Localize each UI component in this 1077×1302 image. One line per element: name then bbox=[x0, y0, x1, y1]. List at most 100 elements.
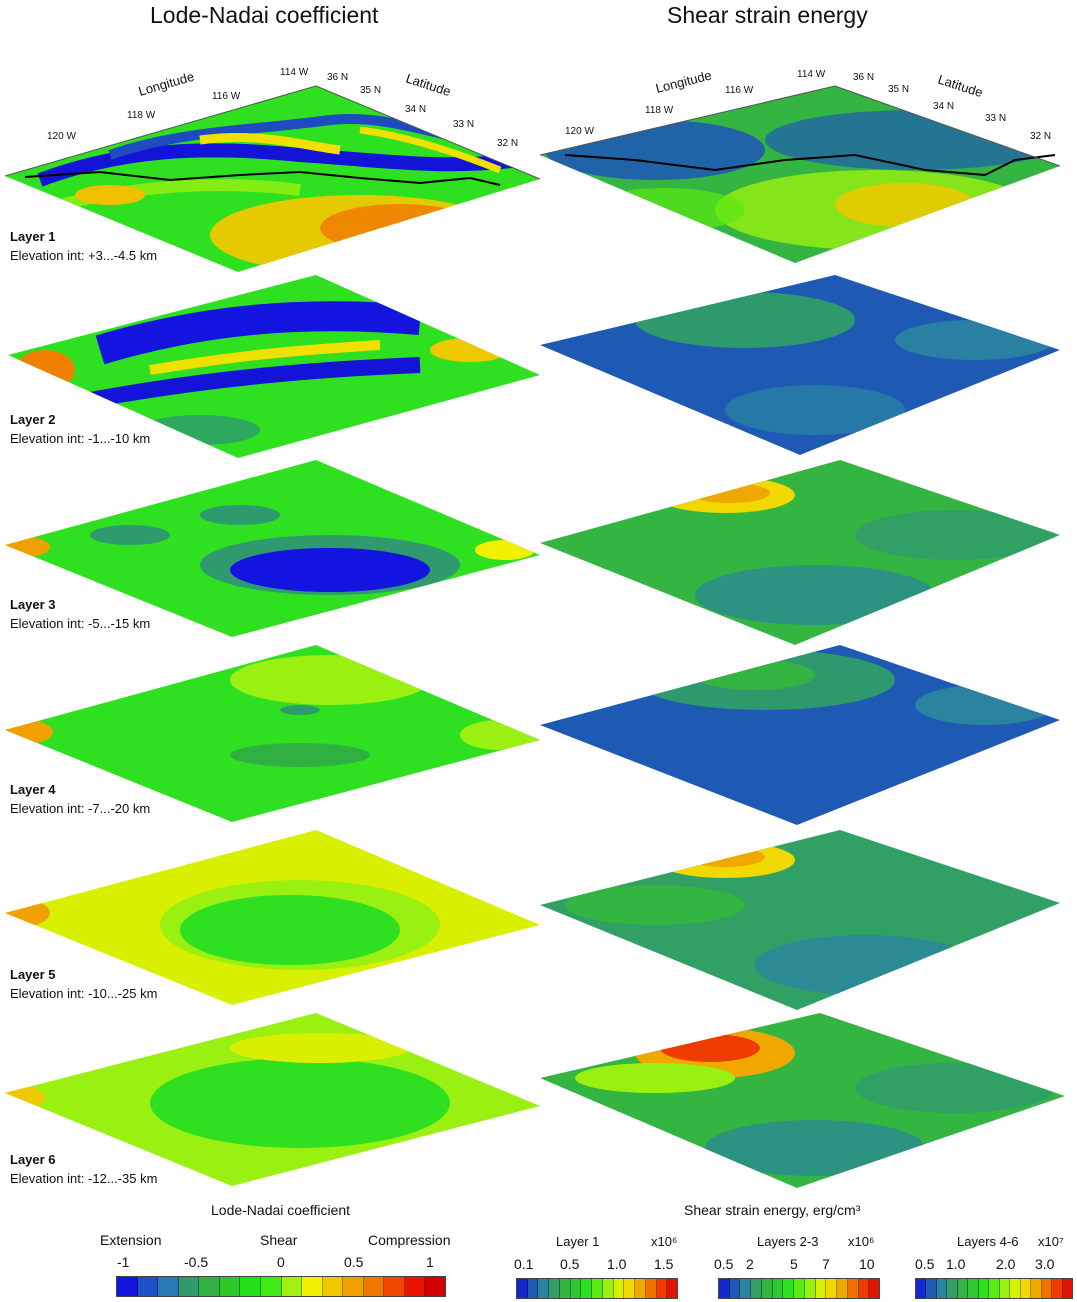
sse-scale-3-tick-3: 3.0 bbox=[1035, 1256, 1055, 1272]
sse-legend-title: Shear strain energy, erg/cm³ bbox=[684, 1202, 861, 1218]
colorbar-swatch bbox=[602, 1279, 614, 1298]
lon-tick-114w: 114 W bbox=[280, 67, 309, 78]
colorbar-swatch bbox=[1031, 1279, 1042, 1298]
layer-6-label: Layer 6 Elevation int: -12...-35 km bbox=[10, 1150, 157, 1188]
lode-colorbar bbox=[116, 1276, 446, 1297]
colorbar-swatch bbox=[158, 1277, 179, 1296]
layer-4-label: Layer 4 Elevation int: -7...-20 km bbox=[10, 780, 150, 818]
lon-tick-114w: 114 W bbox=[797, 69, 826, 80]
lat-tick-33n: 33 N bbox=[985, 113, 1006, 124]
sse-scale-1-name: Layer 1 bbox=[556, 1234, 600, 1249]
layer-4-elevation: Elevation int: -7...-20 km bbox=[10, 801, 151, 816]
colorbar-swatch bbox=[178, 1277, 200, 1296]
lode-legend-shear: Shear bbox=[260, 1232, 298, 1248]
latitude-axis-title: Latitude bbox=[936, 72, 985, 101]
lode-legend-extension: Extension bbox=[100, 1232, 162, 1248]
sse-scale-2-tick-4: 10 bbox=[859, 1256, 875, 1272]
sse-scale-2-colorbar bbox=[718, 1278, 880, 1299]
lat-tick-32n: 32 N bbox=[1030, 131, 1051, 142]
sse-scale-3-name: Layers 4-6 bbox=[957, 1234, 1019, 1249]
colorbar-swatch bbox=[302, 1277, 323, 1296]
colorbar-swatch bbox=[751, 1279, 762, 1298]
sse-scale-3-unit: x10⁷ bbox=[1038, 1234, 1064, 1249]
latitude-axis-title: Latitude bbox=[404, 71, 453, 100]
colorbar-swatch bbox=[592, 1279, 603, 1298]
colorbar-swatch bbox=[926, 1279, 937, 1298]
sse-scale-3-tick-2: 2.0 bbox=[996, 1256, 1016, 1272]
colorbar-swatch bbox=[117, 1277, 138, 1296]
lat-tick-36n: 36 N bbox=[853, 72, 874, 83]
colorbar-swatch bbox=[199, 1277, 220, 1296]
lat-tick-33n: 33 N bbox=[453, 119, 474, 130]
sse-scale-3-colorbar bbox=[915, 1278, 1073, 1299]
longitude-axis-title: Longitude bbox=[654, 68, 713, 96]
lon-tick-120w: 120 W bbox=[565, 126, 594, 137]
colorbar-swatch bbox=[947, 1279, 958, 1298]
lode-tick-0-5: 0.5 bbox=[344, 1254, 364, 1270]
colorbar-swatch bbox=[783, 1279, 795, 1298]
layer-6-name: Layer 6 bbox=[10, 1152, 56, 1167]
lat-tick-35n: 35 N bbox=[888, 84, 909, 95]
lode-tick-0: 0 bbox=[277, 1254, 285, 1270]
sse-scale-1-unit: x10⁶ bbox=[651, 1234, 678, 1249]
colorbar-swatch bbox=[1020, 1279, 1032, 1298]
sse-layer-3-map bbox=[540, 460, 1060, 645]
lode-layer-5-map bbox=[5, 830, 540, 1005]
colorbar-swatch bbox=[260, 1277, 282, 1296]
sse-scale-1-tick-2: 1.0 bbox=[607, 1256, 627, 1272]
colorbar-swatch bbox=[761, 1279, 773, 1298]
colorbar-swatch bbox=[869, 1279, 880, 1298]
colorbar-swatch bbox=[667, 1279, 678, 1298]
colorbar-swatch bbox=[343, 1277, 364, 1296]
sse-scale-2-tick-3: 7 bbox=[822, 1256, 830, 1272]
sse-scale-2-name: Layers 2-3 bbox=[757, 1234, 819, 1249]
lode-legend-compression: Compression bbox=[368, 1232, 451, 1248]
lon-tick-116w: 116 W bbox=[725, 85, 754, 96]
colorbar-swatch bbox=[847, 1279, 859, 1298]
colorbar-swatch bbox=[538, 1279, 550, 1298]
sse-scale-2-unit: x10⁶ bbox=[848, 1234, 875, 1249]
sse-scale-1-tick-1: 0.5 bbox=[560, 1256, 580, 1272]
colorbar-swatch bbox=[936, 1279, 948, 1298]
lat-tick-36n: 36 N bbox=[327, 72, 348, 83]
lode-tick-minus-1: -1 bbox=[117, 1254, 130, 1270]
colorbar-swatch bbox=[219, 1277, 241, 1296]
shear-strain-energy-column-title: Shear strain energy bbox=[667, 2, 868, 28]
colorbar-swatch bbox=[240, 1277, 261, 1296]
colorbar-swatch bbox=[978, 1279, 990, 1298]
colorbar-swatch bbox=[613, 1279, 625, 1298]
colorbar-swatch bbox=[624, 1279, 636, 1298]
colorbar-swatch bbox=[968, 1279, 979, 1298]
sse-scale-2-tick-0: 0.5 bbox=[714, 1256, 734, 1272]
colorbar-swatch bbox=[957, 1279, 969, 1298]
colorbar-swatch bbox=[804, 1279, 816, 1298]
lat-tick-32n: 32 N bbox=[497, 138, 518, 149]
colorbar-swatch bbox=[826, 1279, 838, 1298]
sse-layer-1-map: 120 W 118 W 116 W 114 W Longitude 36 N 3… bbox=[539, 68, 1061, 263]
lode-tick-minus-0-5: -0.5 bbox=[184, 1254, 209, 1270]
layer-5-name: Layer 5 bbox=[10, 967, 56, 982]
colorbar-swatch bbox=[719, 1279, 730, 1298]
lode-layer-4-map bbox=[5, 645, 540, 822]
colorbar-swatch bbox=[729, 1279, 741, 1298]
sse-layer-5-map bbox=[540, 830, 1060, 1010]
lon-tick-116w: 116 W bbox=[212, 91, 241, 102]
lat-tick-34n: 34 N bbox=[405, 104, 426, 115]
layer-1-label: Layer 1 Elevation int: +3...-4.5 km bbox=[10, 227, 157, 265]
colorbar-swatch bbox=[581, 1279, 593, 1298]
colorbar-swatch bbox=[1010, 1279, 1021, 1298]
layer-2-name: Layer 2 bbox=[10, 412, 56, 427]
colorbar-swatch bbox=[517, 1279, 528, 1298]
lon-tick-120w: 120 W bbox=[47, 131, 76, 142]
sse-layer-6-map bbox=[540, 1013, 1065, 1188]
colorbar-swatch bbox=[999, 1279, 1011, 1298]
layer-5-elevation: Elevation int: -10...-25 km bbox=[10, 986, 158, 1001]
layer-4-name: Layer 4 bbox=[10, 782, 56, 797]
colorbar-swatch bbox=[740, 1279, 752, 1298]
colorbar-swatch bbox=[322, 1277, 344, 1296]
lat-tick-34n: 34 N bbox=[933, 101, 954, 112]
lode-layer-2-map bbox=[8, 275, 540, 458]
layer-3-elevation: Elevation int: -5...-15 km bbox=[10, 616, 151, 631]
layer-3-name: Layer 3 bbox=[10, 597, 56, 612]
colorbar-swatch bbox=[527, 1279, 539, 1298]
